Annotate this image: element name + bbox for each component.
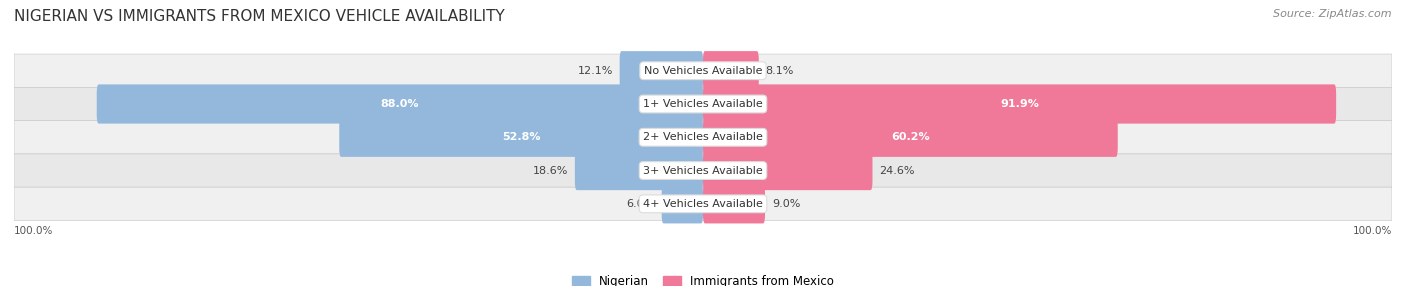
FancyBboxPatch shape <box>703 84 1336 124</box>
FancyBboxPatch shape <box>575 151 703 190</box>
Text: 9.0%: 9.0% <box>772 199 800 209</box>
Text: 88.0%: 88.0% <box>381 99 419 109</box>
Text: 6.0%: 6.0% <box>627 199 655 209</box>
FancyBboxPatch shape <box>339 118 703 157</box>
Text: Source: ZipAtlas.com: Source: ZipAtlas.com <box>1274 9 1392 19</box>
Text: NIGERIAN VS IMMIGRANTS FROM MEXICO VEHICLE AVAILABILITY: NIGERIAN VS IMMIGRANTS FROM MEXICO VEHIC… <box>14 9 505 23</box>
Text: 24.6%: 24.6% <box>879 166 915 176</box>
FancyBboxPatch shape <box>14 187 1392 221</box>
FancyBboxPatch shape <box>703 51 759 90</box>
FancyBboxPatch shape <box>14 121 1392 154</box>
Text: 2+ Vehicles Available: 2+ Vehicles Available <box>643 132 763 142</box>
Text: 100.0%: 100.0% <box>1353 227 1392 237</box>
FancyBboxPatch shape <box>703 151 873 190</box>
Text: 52.8%: 52.8% <box>502 132 540 142</box>
FancyBboxPatch shape <box>14 54 1392 87</box>
Text: 100.0%: 100.0% <box>14 227 53 237</box>
Text: 12.1%: 12.1% <box>578 66 613 76</box>
Text: 60.2%: 60.2% <box>891 132 929 142</box>
FancyBboxPatch shape <box>620 51 703 90</box>
Text: 4+ Vehicles Available: 4+ Vehicles Available <box>643 199 763 209</box>
FancyBboxPatch shape <box>14 87 1392 121</box>
Text: 1+ Vehicles Available: 1+ Vehicles Available <box>643 99 763 109</box>
FancyBboxPatch shape <box>97 84 703 124</box>
FancyBboxPatch shape <box>14 154 1392 187</box>
FancyBboxPatch shape <box>703 184 765 223</box>
Legend: Nigerian, Immigrants from Mexico: Nigerian, Immigrants from Mexico <box>567 270 839 286</box>
FancyBboxPatch shape <box>703 118 1118 157</box>
Text: 8.1%: 8.1% <box>766 66 794 76</box>
Text: 18.6%: 18.6% <box>533 166 568 176</box>
Text: No Vehicles Available: No Vehicles Available <box>644 66 762 76</box>
Text: 91.9%: 91.9% <box>1000 99 1039 109</box>
Text: 3+ Vehicles Available: 3+ Vehicles Available <box>643 166 763 176</box>
FancyBboxPatch shape <box>662 184 703 223</box>
